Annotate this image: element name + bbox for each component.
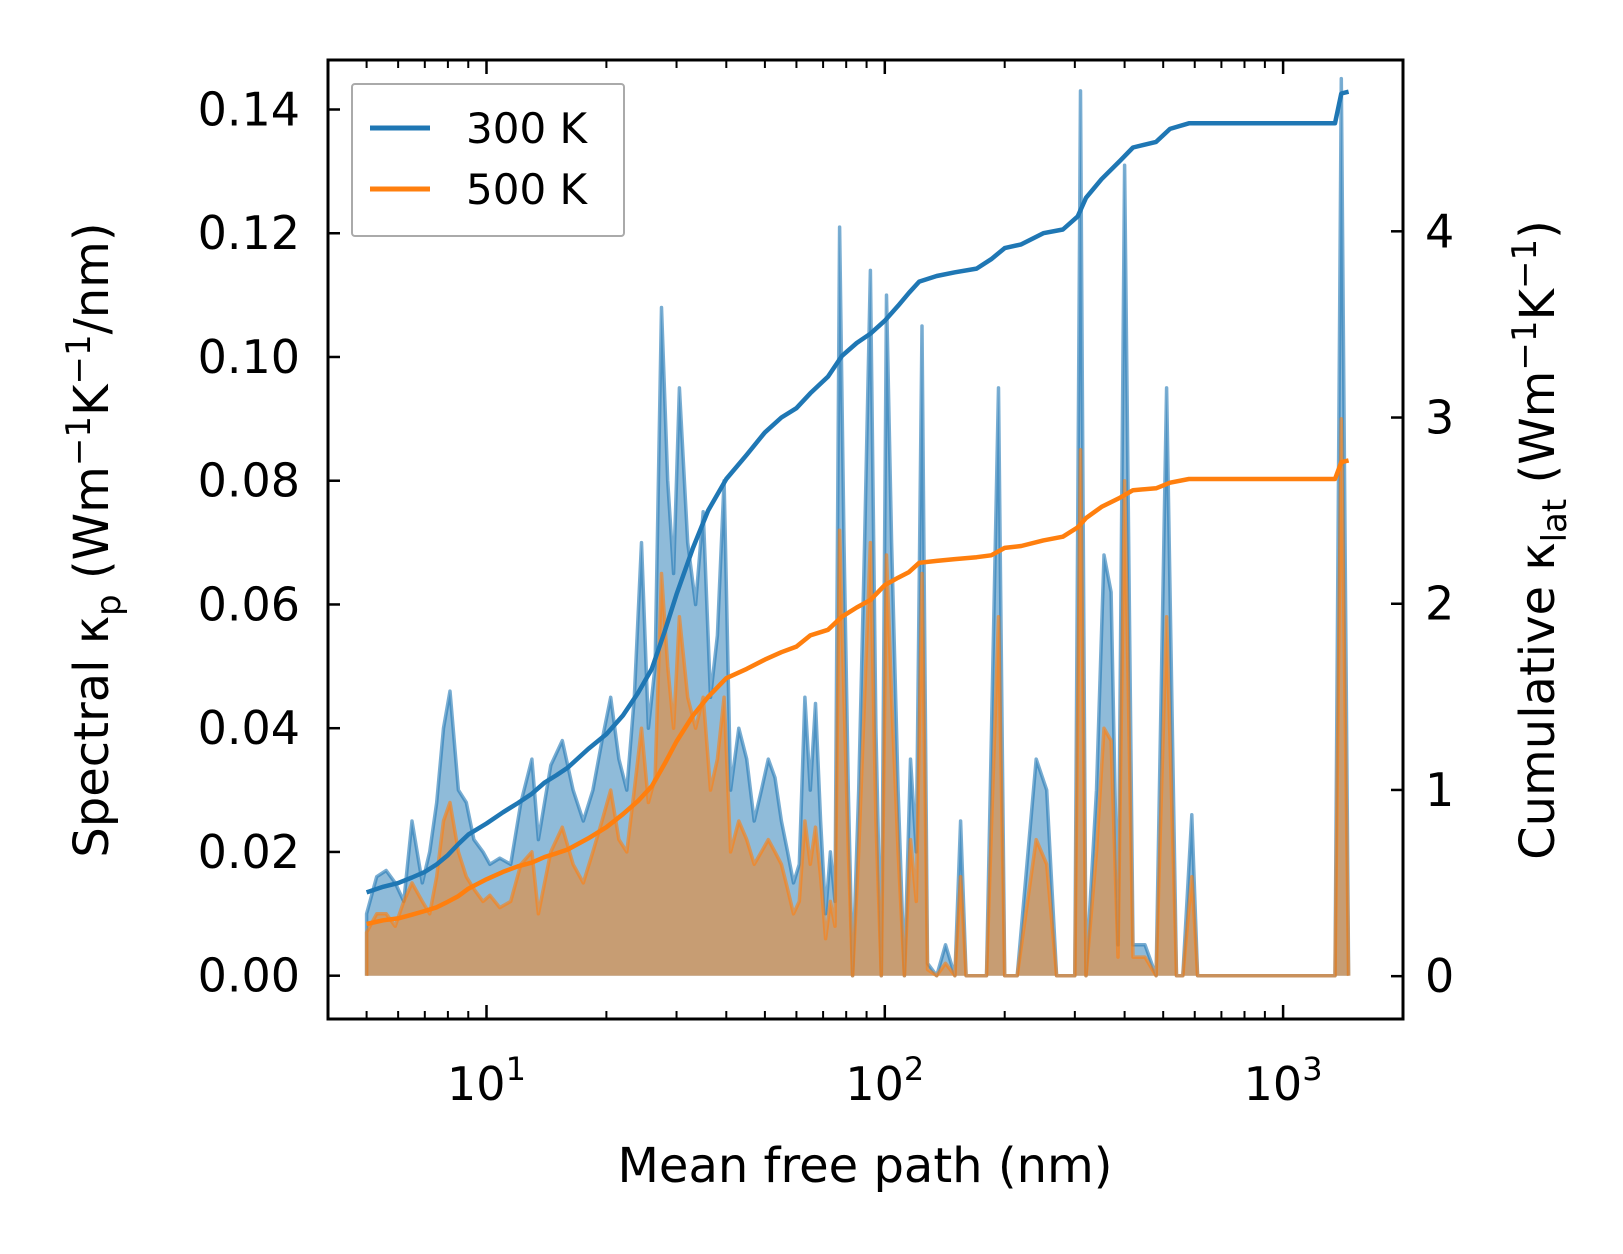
spectral-layer xyxy=(364,76,1351,978)
y-right-tick-label: 1 xyxy=(1425,763,1454,817)
left-axis-title-sup1: −1 xyxy=(59,416,99,466)
left-axis-title-unit-a: (Wm xyxy=(64,466,120,594)
y-right-tick-label: 2 xyxy=(1425,577,1454,631)
x-tick-label-base: 10 xyxy=(1244,1057,1303,1111)
right-axis-title-sub: lat xyxy=(1535,499,1575,543)
y-left-tick-label: 0.08 xyxy=(198,454,300,508)
y-left-tick-label: 0.14 xyxy=(198,82,300,136)
right-axis-title-unit-c: ) xyxy=(1510,220,1566,239)
plot-area xyxy=(364,76,1351,978)
cumulative-line-300k xyxy=(365,89,1350,895)
right-axis-title-unit-b: K xyxy=(1510,287,1566,320)
spectral-line-300k xyxy=(364,76,1351,978)
right-axis-title-sup1: −1 xyxy=(1505,320,1545,370)
y-left-tick-label: 0.00 xyxy=(198,949,300,1003)
left-axis-title-unit-b: K xyxy=(64,383,120,416)
x-tick-label: 102 xyxy=(845,1050,924,1111)
legend: 300 K 500 K xyxy=(351,83,625,237)
plot-frame xyxy=(326,58,1405,1021)
legend-label-300k: 300 K xyxy=(466,104,589,153)
right-axis-title-main: Cumulative κ xyxy=(1510,542,1566,860)
right-axis-title-unit-a: (Wm xyxy=(1510,371,1566,499)
x-tick-label-base: 10 xyxy=(447,1057,506,1111)
x-tick-label-exp: 2 xyxy=(904,1050,924,1088)
y-left-tick-label: 0.06 xyxy=(198,577,300,631)
y-left-tick-label: 0.02 xyxy=(198,825,300,879)
y-left-tick-label: 0.12 xyxy=(198,206,300,260)
cumulative-layer xyxy=(365,89,1350,927)
spectral-line-500k xyxy=(364,417,1351,978)
x-tick-label: 101 xyxy=(447,1050,526,1111)
left-axis-title-main: Spectral κ xyxy=(64,616,120,858)
x-tick-label-exp: 3 xyxy=(1302,1050,1322,1088)
left-axis-title-sub: p xyxy=(89,594,129,616)
y-left-tick-label: 0.10 xyxy=(198,330,300,384)
legend-box xyxy=(351,83,625,237)
left-axis-title-sup2: −1 xyxy=(59,334,99,384)
right-axis-title-sup2: −1 xyxy=(1505,239,1545,289)
ticks-layer: 0.000.020.040.060.080.100.120.1401234101… xyxy=(198,60,1454,1111)
y-right-tick-label: 3 xyxy=(1425,391,1454,445)
x-axis-title: Mean free path (nm) xyxy=(618,1138,1113,1194)
y-right-tick-label: 0 xyxy=(1425,949,1454,1003)
spectral-area-500k xyxy=(366,418,1349,976)
right-axis-title: Cumulative κlat (Wm−1K−1) xyxy=(1505,220,1575,860)
x-tick-label: 103 xyxy=(1244,1050,1323,1111)
legend-label-500k: 500 K xyxy=(466,165,589,214)
x-tick-label-exp: 1 xyxy=(506,1050,526,1088)
y-right-tick-label: 4 xyxy=(1425,204,1454,258)
cumulative-line-500k xyxy=(366,458,1350,927)
x-tick-label-base: 10 xyxy=(845,1057,904,1111)
y-left-tick-label: 0.04 xyxy=(198,701,300,755)
left-axis-title-unit-c: /nm) xyxy=(64,222,120,334)
left-axis-title: Spectral κp (Wm−1K−1/nm) xyxy=(59,222,129,857)
